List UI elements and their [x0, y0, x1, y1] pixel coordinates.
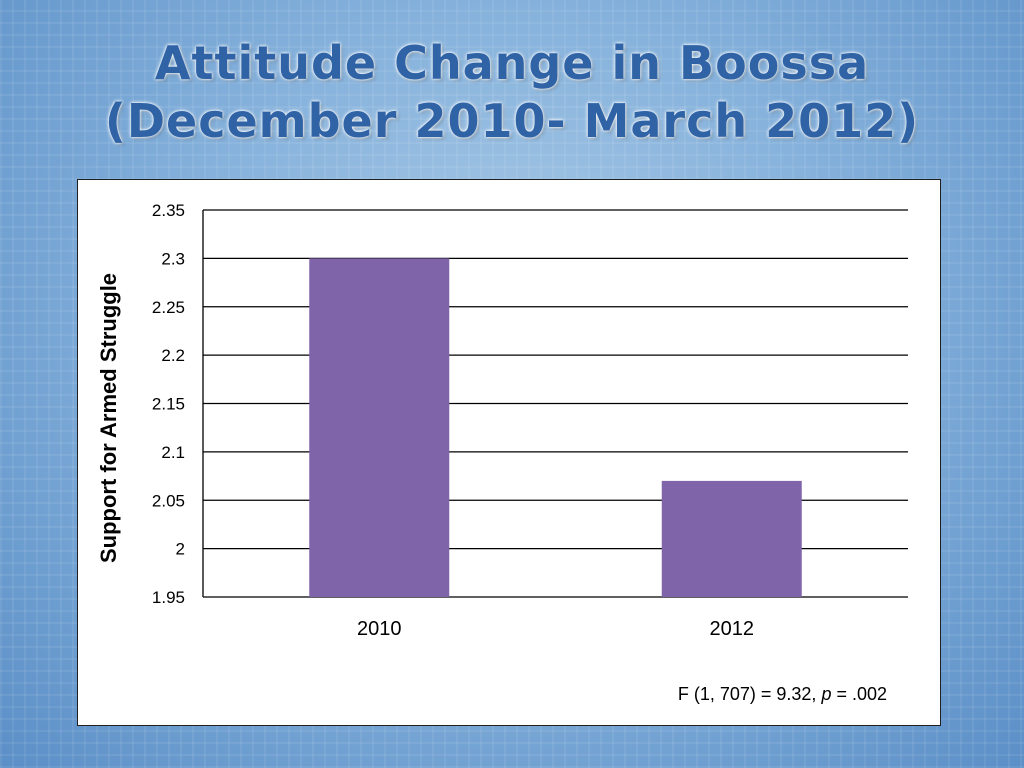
- x-tick-label: 2010: [357, 618, 402, 640]
- y-tick-label: 2.05: [152, 491, 185, 510]
- slide-title: Attitude Change in Boossa (December 2010…: [0, 34, 1024, 150]
- y-tick-label: 2.25: [152, 298, 185, 317]
- y-tick-label: 2.2: [161, 346, 185, 365]
- y-tick-label: 1.95: [152, 588, 185, 607]
- slide-title-line1: Attitude Change in Boossa: [154, 36, 870, 90]
- stats-prefix: F (1, 707) = 9.32,: [678, 684, 822, 704]
- y-tick-label: 2: [176, 540, 185, 559]
- chart-panel: 2.35 2.3 2.25 2.2 2.15 2.1 2.05 2 1.95 2010 2012 S…: [77, 179, 941, 726]
- y-axis-label: Support for Armed Struggle: [96, 273, 121, 563]
- y-tick-label: 2.35: [152, 201, 185, 220]
- stats-annotation: F (1, 707) = 9.32, p = .002: [678, 684, 887, 704]
- bar-2012: [661, 480, 802, 597]
- x-tick-label: 2012: [710, 618, 755, 640]
- slide-title-line2: (December 2010- March 2012): [104, 94, 920, 148]
- bar-chart: 2.35 2.3 2.25 2.2 2.15 2.1 2.05 2 1.95 2010 2012 S…: [96, 201, 908, 704]
- stats-suffix: = .002: [831, 684, 887, 704]
- stats-p-italic: p: [820, 684, 831, 704]
- y-tick-label: 2.15: [152, 395, 185, 414]
- y-tick-label: 2.3: [161, 249, 185, 268]
- bar-2010: [309, 258, 450, 597]
- y-tick-label: 2.1: [161, 443, 185, 462]
